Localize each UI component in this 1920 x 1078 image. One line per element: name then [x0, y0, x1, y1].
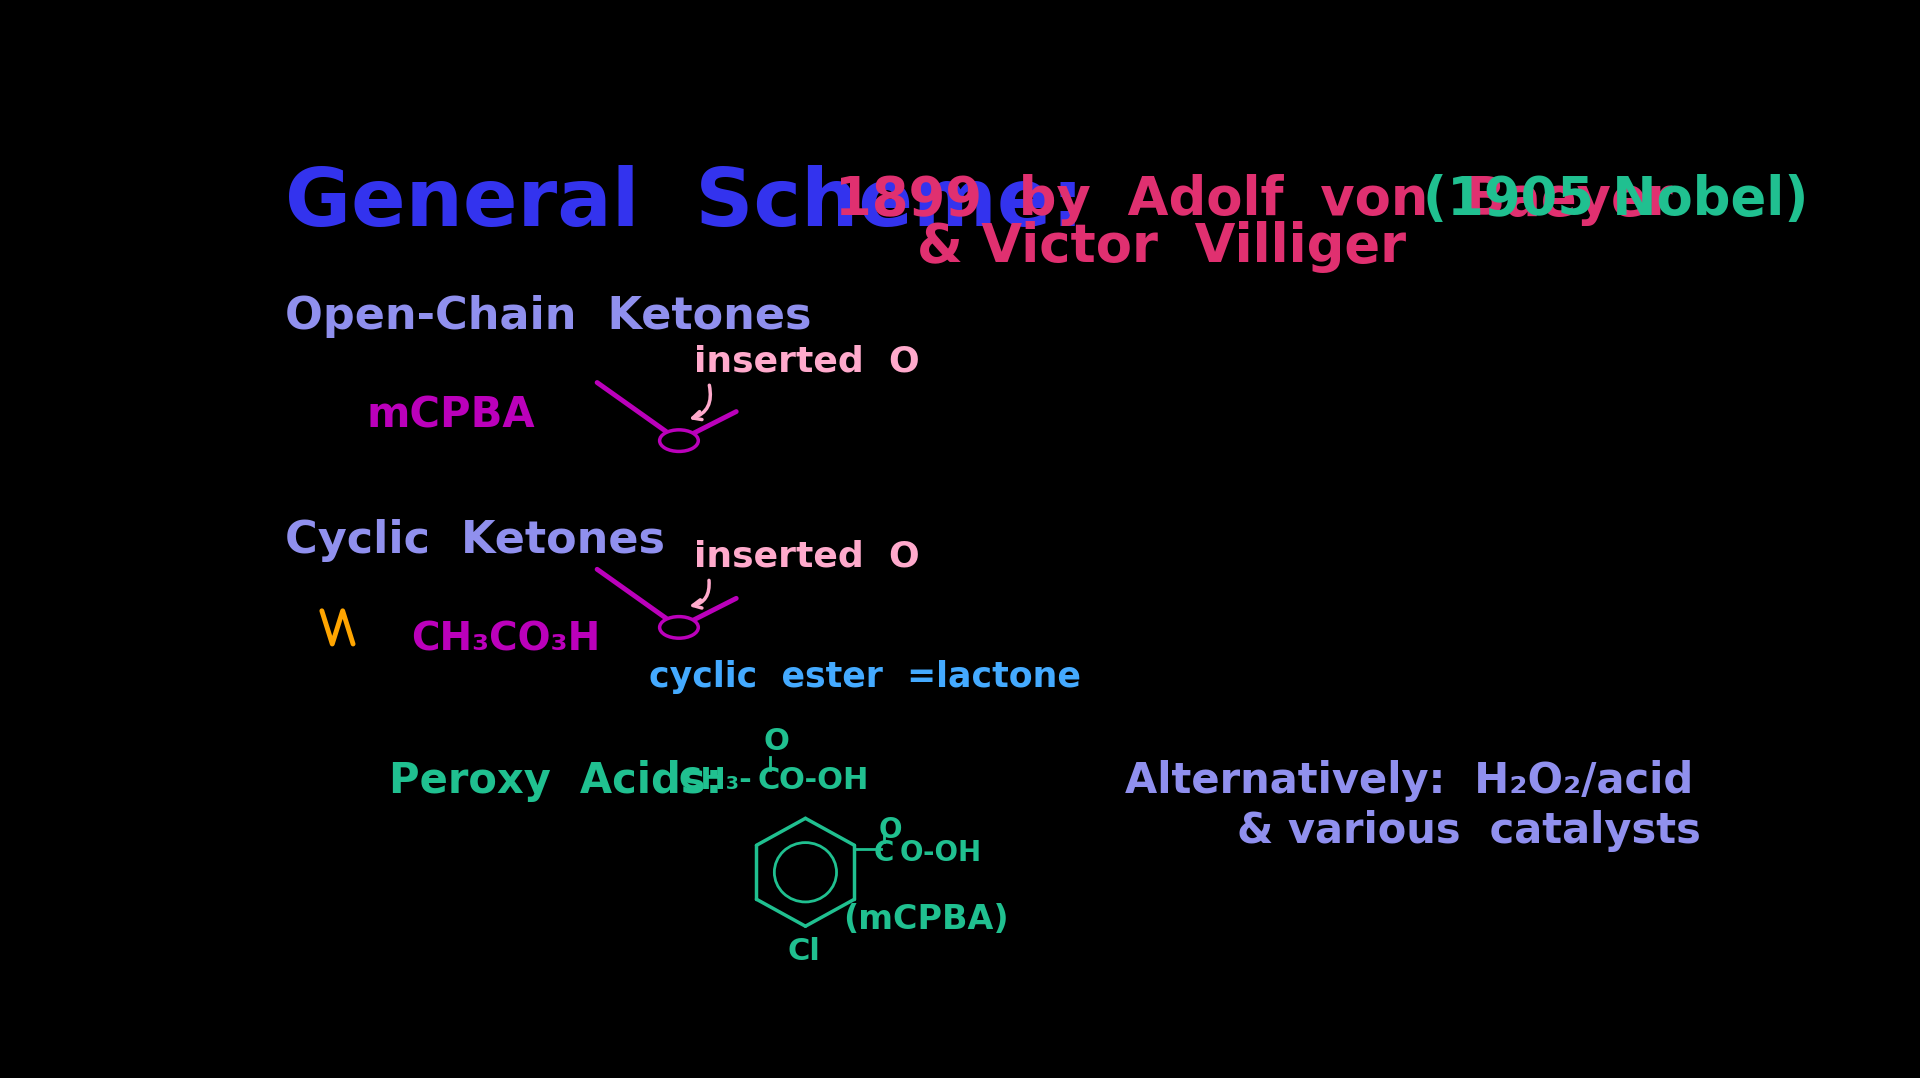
Text: Open-Chain  Ketones: Open-Chain Ketones — [284, 294, 810, 337]
Text: cyclic  ester  =lactone: cyclic ester =lactone — [649, 660, 1081, 694]
Text: Peroxy  Acids:: Peroxy Acids: — [388, 760, 722, 802]
Text: O: O — [877, 816, 902, 844]
Text: 1899  by  Adolf  von  Baeyer: 1899 by Adolf von Baeyer — [835, 174, 1709, 226]
Text: & Victor  Villiger: & Victor Villiger — [918, 221, 1405, 273]
Text: O-OH: O-OH — [780, 766, 870, 796]
Text: inserted  O: inserted O — [693, 540, 920, 573]
Text: O-OH: O-OH — [899, 839, 981, 867]
Text: C: C — [758, 766, 780, 796]
Text: & various  catalysts: & various catalysts — [1236, 810, 1701, 852]
Text: General  Scheme:: General Scheme: — [284, 165, 1083, 243]
Text: C: C — [874, 839, 895, 867]
Text: Cl: Cl — [787, 937, 820, 966]
Text: inserted  O: inserted O — [693, 345, 920, 378]
Text: CH₃CO₃H: CH₃CO₃H — [411, 621, 601, 659]
Text: Cyclic  Ketones: Cyclic Ketones — [284, 519, 664, 562]
Text: CH₃-: CH₃- — [680, 766, 753, 796]
Text: Alternatively:  H₂O₂/acid: Alternatively: H₂O₂/acid — [1125, 760, 1693, 802]
Text: (mCPBA): (mCPBA) — [843, 903, 1008, 936]
Circle shape — [660, 617, 699, 638]
Circle shape — [660, 430, 699, 452]
Text: O: O — [764, 728, 789, 757]
Text: mCPBA: mCPBA — [367, 395, 536, 437]
Text: (1905 Nobel): (1905 Nobel) — [1423, 174, 1809, 226]
